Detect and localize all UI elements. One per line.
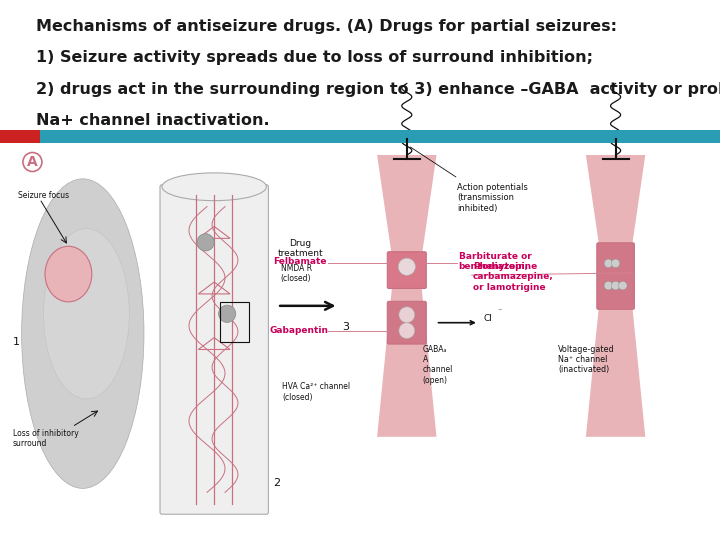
Ellipse shape xyxy=(45,246,92,302)
Text: Gabapentin: Gabapentin xyxy=(270,326,329,335)
Text: Loss of inhibitory
surround: Loss of inhibitory surround xyxy=(13,429,78,448)
FancyBboxPatch shape xyxy=(387,301,426,344)
Circle shape xyxy=(197,234,215,251)
Text: Seizure focus: Seizure focus xyxy=(18,191,69,200)
Text: Drug
treatment: Drug treatment xyxy=(278,239,323,258)
Text: Barbiturate or
benzodiazepine: Barbiturate or benzodiazepine xyxy=(459,252,538,272)
Circle shape xyxy=(399,307,415,323)
Text: 1: 1 xyxy=(13,336,20,347)
Text: Cl: Cl xyxy=(484,314,492,323)
Bar xyxy=(220,302,249,342)
Text: 3: 3 xyxy=(342,322,349,332)
Text: HVA Ca²⁺ channel
(closed): HVA Ca²⁺ channel (closed) xyxy=(282,382,351,402)
Ellipse shape xyxy=(162,173,266,201)
Text: 1) Seizure activity spreads due to loss of surround inhibition;: 1) Seizure activity spreads due to loss … xyxy=(36,50,593,65)
Circle shape xyxy=(611,281,620,290)
Circle shape xyxy=(611,259,620,268)
Polygon shape xyxy=(377,155,436,266)
Text: ⁻: ⁻ xyxy=(498,306,502,315)
Circle shape xyxy=(398,258,415,275)
Polygon shape xyxy=(377,274,436,437)
Text: Action potentials
(transmission
inhibited): Action potentials (transmission inhibite… xyxy=(457,183,528,213)
Text: GABAₐ
A
channel
(open): GABAₐ A channel (open) xyxy=(423,345,453,384)
Circle shape xyxy=(399,323,415,339)
FancyBboxPatch shape xyxy=(597,243,634,309)
Text: Na+ channel inactivation.: Na+ channel inactivation. xyxy=(36,113,269,128)
Text: 2: 2 xyxy=(274,478,281,488)
Circle shape xyxy=(604,259,613,268)
Polygon shape xyxy=(586,274,645,437)
Circle shape xyxy=(618,281,627,290)
Text: Felbamate: Felbamate xyxy=(274,257,327,266)
Text: 2) drugs act in the surrounding region to 3) enhance –GABA  activity or prolong: 2) drugs act in the surrounding region t… xyxy=(36,82,720,97)
Text: NMDA R
(closed): NMDA R (closed) xyxy=(281,264,312,283)
Text: Voltage-gated
Na⁺ channel
(inactivated): Voltage-gated Na⁺ channel (inactivated) xyxy=(558,345,615,374)
Ellipse shape xyxy=(43,228,130,399)
Text: Phenytoin,
carbamazepine,
or lamotrigine: Phenytoin, carbamazepine, or lamotrigine xyxy=(473,262,554,292)
FancyBboxPatch shape xyxy=(387,252,426,288)
Circle shape xyxy=(604,281,613,290)
FancyBboxPatch shape xyxy=(160,185,269,514)
Bar xyxy=(40,130,720,143)
Text: A: A xyxy=(27,155,37,169)
Ellipse shape xyxy=(22,179,144,488)
Circle shape xyxy=(219,305,236,322)
Bar xyxy=(0,130,40,143)
Text: Mechanisms of antiseizure drugs. (A) Drugs for partial seizures:: Mechanisms of antiseizure drugs. (A) Dru… xyxy=(36,19,617,34)
Polygon shape xyxy=(586,155,645,266)
